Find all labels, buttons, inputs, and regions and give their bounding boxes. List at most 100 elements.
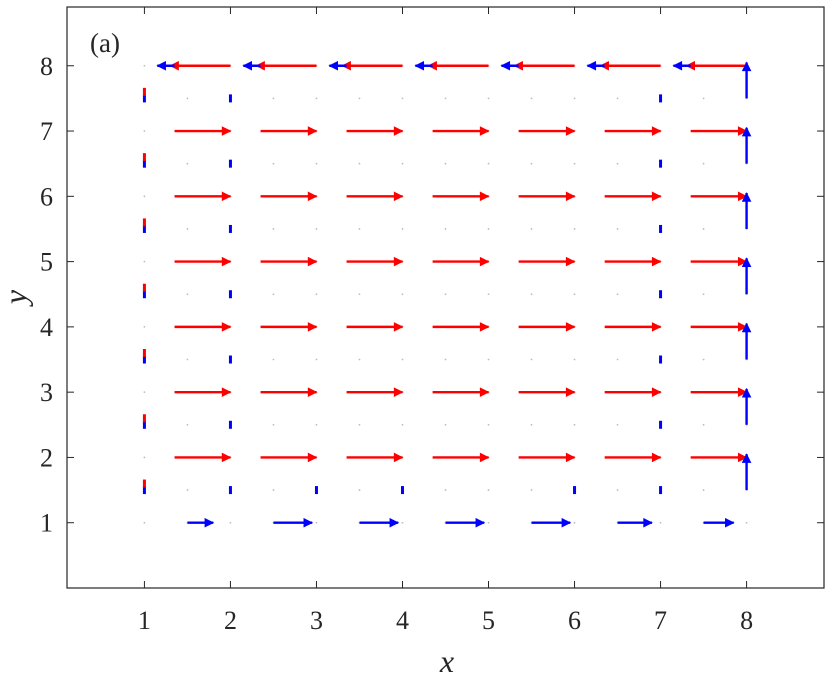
- grid-dot: [616, 97, 619, 100]
- blue-marker: [142, 420, 146, 429]
- x-tick-label: 6: [568, 606, 581, 635]
- grid-dot: [401, 521, 404, 524]
- red-marker: [142, 348, 146, 357]
- grid-dot: [530, 489, 533, 491]
- y-tick-label: 2: [40, 443, 53, 472]
- grid-dot: [272, 423, 275, 426]
- grid-dot: [358, 97, 361, 100]
- grid-dot: [530, 97, 533, 100]
- blue-marker: [659, 290, 663, 299]
- grid-dot: [702, 97, 705, 100]
- grid-dot: [186, 97, 189, 100]
- blue-marker: [659, 420, 663, 429]
- grid-dot: [487, 358, 490, 361]
- grid-dot: [358, 228, 361, 230]
- grid-dot: [315, 521, 318, 524]
- red-marker: [142, 153, 146, 162]
- grid-dot: [616, 228, 619, 230]
- grid-dot: [186, 358, 189, 361]
- grid-dot: [143, 521, 146, 524]
- grid-dot: [315, 228, 318, 230]
- blue-marker: [142, 94, 146, 103]
- grid-dot: [186, 293, 189, 296]
- axes-frame: [66, 6, 825, 589]
- x-tick-label: 3: [310, 606, 323, 635]
- grid-dot: [315, 162, 318, 165]
- y-tick-label: 6: [40, 182, 53, 211]
- grid-dot: [272, 358, 275, 361]
- grid-dot: [487, 423, 490, 426]
- grid-dot: [358, 489, 361, 491]
- grid-dot: [315, 358, 318, 361]
- blue-marker: [228, 94, 232, 103]
- grid-dot: [487, 97, 490, 100]
- x-tick-label: 7: [654, 606, 667, 635]
- grid-dot: [616, 358, 619, 361]
- y-tick-label: 1: [40, 509, 53, 538]
- grid-dot: [702, 358, 705, 361]
- x-tick-label: 2: [224, 606, 237, 635]
- grid-dot: [702, 293, 705, 296]
- grid-dot: [702, 228, 705, 230]
- grid-dot: [530, 228, 533, 230]
- grid-dot: [573, 162, 576, 165]
- blue-marker: [142, 486, 146, 495]
- blue-marker: [314, 486, 318, 495]
- grid-dot: [358, 162, 361, 165]
- blue-marker: [142, 290, 146, 299]
- grid-dot: [401, 228, 404, 230]
- grid-dot: [745, 521, 748, 524]
- grid-dot: [444, 489, 447, 491]
- red-marker: [142, 479, 146, 488]
- blue-marker: [142, 159, 146, 168]
- y-tick-label: 5: [40, 248, 53, 277]
- grid-dot: [702, 423, 705, 426]
- grid-dot: [487, 521, 490, 524]
- x-tick-label: 1: [138, 606, 151, 635]
- grid-dot: [616, 293, 619, 296]
- y-tick-label: 7: [40, 117, 53, 146]
- y-axis-title: y: [0, 289, 33, 307]
- grid-dot: [401, 423, 404, 426]
- y-ticks: 1 2 3 4 5 6 7 8: [40, 52, 824, 538]
- grid-dot: [358, 358, 361, 361]
- y-tick-label: 8: [40, 52, 53, 81]
- grid-dot: [573, 423, 576, 426]
- red-marker: [142, 283, 146, 292]
- grid-dot: [487, 489, 490, 491]
- grid-dot: [143, 195, 146, 198]
- blue-marker: [659, 159, 663, 168]
- grid-dot: [401, 293, 404, 296]
- grid-dot: [616, 162, 619, 165]
- grid-dot: [143, 260, 146, 263]
- red-marker: [142, 218, 146, 227]
- small-markers: [142, 87, 663, 495]
- grid-dot: [401, 162, 404, 165]
- grid-dot: [444, 97, 447, 100]
- vector-field: [156, 60, 752, 528]
- grid-dot: [573, 358, 576, 361]
- grid-dot: [487, 293, 490, 296]
- blue-marker: [228, 355, 232, 364]
- y-tick-label: 4: [40, 313, 53, 342]
- grid-dot: [702, 162, 705, 165]
- panel-label: (a): [90, 28, 120, 58]
- grid-dot: [444, 293, 447, 296]
- grid-dot: [272, 293, 275, 296]
- grid-dot: [487, 228, 490, 230]
- x-tick-label: 4: [396, 606, 409, 635]
- grid-dot: [530, 293, 533, 296]
- grid-dot: [573, 97, 576, 100]
- blue-marker: [228, 486, 232, 495]
- grid-dot: [272, 489, 275, 491]
- blue-marker: [228, 290, 232, 299]
- grid-dot: [229, 521, 232, 524]
- blue-marker: [228, 224, 232, 233]
- grid-dot: [186, 423, 189, 426]
- grid-dot: [702, 489, 705, 491]
- blue-marker: [142, 224, 146, 233]
- grid-dot: [616, 423, 619, 426]
- grid-dot: [315, 293, 318, 296]
